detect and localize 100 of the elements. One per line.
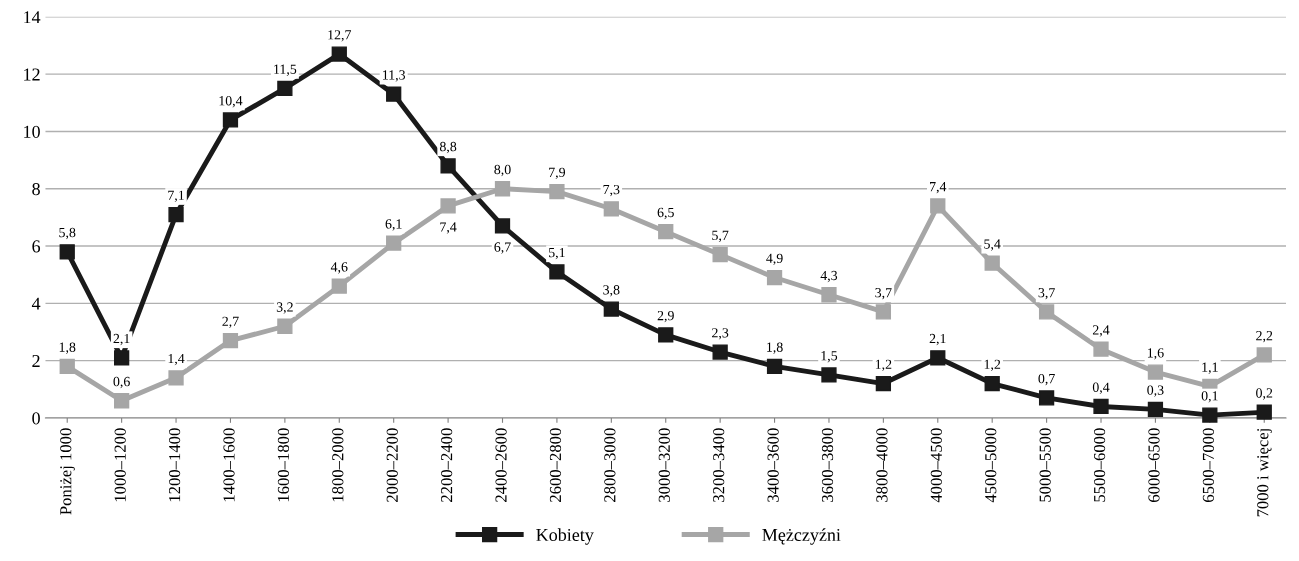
y-tick-label: 10 — [24, 125, 40, 138]
data-label: 1,8 — [767, 342, 783, 354]
data-label: 5,7 — [712, 230, 729, 243]
data-label: 11,3 — [383, 70, 406, 82]
point — [222, 332, 239, 349]
data-label: 7,4 — [930, 182, 947, 194]
data-label: 2,1 — [929, 333, 946, 346]
x-tick-label: 1200–1400 — [168, 428, 181, 502]
x-tick-label: Poniżej 1000 — [60, 428, 75, 515]
data-label: 3,8 — [603, 285, 620, 297]
data-label: 7,4 — [440, 222, 457, 234]
x-tick-label: 1400–1600 — [223, 428, 235, 502]
data-label: 0,1 — [1201, 391, 1218, 403]
x-tick-label: 4500–5000 — [985, 428, 997, 503]
point — [658, 224, 674, 240]
data-label: 7,1 — [168, 190, 184, 202]
data-label: 5,1 — [549, 247, 565, 260]
point — [168, 370, 184, 386]
x-tick-label: 2800–3000 — [604, 428, 616, 502]
data-label: 7,9 — [549, 167, 566, 180]
point — [113, 393, 130, 409]
point — [113, 350, 130, 366]
point — [440, 158, 456, 174]
point — [603, 301, 619, 317]
data-label: 10,4 — [219, 96, 243, 108]
point — [222, 112, 239, 128]
x-tick-label: 2400–2600 — [495, 428, 507, 502]
point — [658, 327, 674, 343]
point — [821, 367, 837, 383]
point — [1038, 304, 1055, 320]
point — [494, 181, 511, 197]
x-tick-label: 4000–4500 — [930, 428, 942, 503]
point — [930, 350, 946, 366]
data-label: 1,1 — [1202, 362, 1218, 374]
x-tick-label: 2600–2800 — [549, 428, 562, 502]
data-label: 5,8 — [59, 227, 76, 240]
y-tick-label: 12 — [24, 68, 40, 81]
point — [875, 375, 892, 392]
point — [331, 46, 347, 62]
point — [712, 344, 728, 360]
data-label: 1,6 — [1147, 348, 1164, 360]
data-label: 2,1 — [113, 333, 130, 346]
data-label: 3,7 — [875, 288, 892, 300]
data-label: 0,7 — [1038, 373, 1055, 386]
y-tick-label: 2 — [32, 354, 40, 367]
data-label: 1,4 — [168, 353, 185, 366]
data-label: 1,2 — [875, 359, 892, 371]
data-label: 7,3 — [603, 184, 620, 197]
x-tick-label: 5000–5500 — [1039, 428, 1051, 502]
y-tick-label: 4 — [31, 297, 41, 310]
point — [168, 206, 184, 223]
point — [386, 235, 402, 251]
data-label: 6,5 — [657, 207, 674, 220]
x-tick-label: 3200–3400 — [713, 428, 725, 502]
data-label: 2,4 — [1092, 325, 1110, 337]
point — [549, 183, 565, 200]
point — [712, 246, 728, 263]
point — [549, 264, 565, 280]
data-label: 8,8 — [439, 141, 457, 154]
point — [59, 358, 75, 375]
point — [1147, 401, 1164, 417]
data-label: 0,6 — [113, 376, 130, 389]
data-label: 6,7 — [494, 242, 511, 254]
x-tick-label: 2200–2400 — [441, 428, 453, 502]
point — [984, 375, 1000, 392]
point — [386, 86, 402, 102]
point — [766, 358, 783, 375]
point — [1038, 390, 1055, 406]
x-tick-label: 1000–1200 — [114, 428, 126, 502]
point — [1093, 341, 1109, 357]
x-tick-label: 3800–4000 — [876, 428, 888, 502]
point — [930, 198, 946, 214]
point — [494, 218, 511, 234]
data-label: 11,5 — [274, 64, 297, 76]
data-label: 3,7 — [1038, 288, 1055, 300]
point — [875, 304, 892, 320]
point — [331, 278, 347, 294]
y-tick-label: 8 — [32, 182, 40, 196]
point — [766, 269, 783, 286]
data-label: 2,2 — [1256, 331, 1273, 343]
point — [1147, 364, 1164, 380]
point — [821, 287, 837, 303]
point — [1202, 407, 1218, 423]
legend-label: Kobiety — [536, 528, 594, 545]
x-tick-label: 1800–2000 — [332, 428, 344, 502]
point — [1256, 404, 1272, 420]
x-tick-label: 6000–6500 — [1148, 428, 1160, 502]
x-tick-label: 5500–6000 — [1093, 428, 1106, 502]
data-label: 6,1 — [385, 219, 402, 231]
data-label: 4,3 — [820, 270, 838, 283]
y-tick-label: 14 — [24, 11, 41, 24]
point — [1093, 398, 1109, 415]
data-label: 2,3 — [712, 328, 729, 340]
data-label: 0,4 — [1092, 382, 1110, 394]
data-label: 2,7 — [222, 316, 239, 329]
data-label: 5,4 — [984, 239, 1001, 251]
data-label: 4,9 — [766, 253, 783, 265]
legend-label: Mężczyźni — [762, 528, 841, 545]
data-label: 2,9 — [657, 310, 674, 323]
data-label: 1,5 — [821, 351, 838, 363]
